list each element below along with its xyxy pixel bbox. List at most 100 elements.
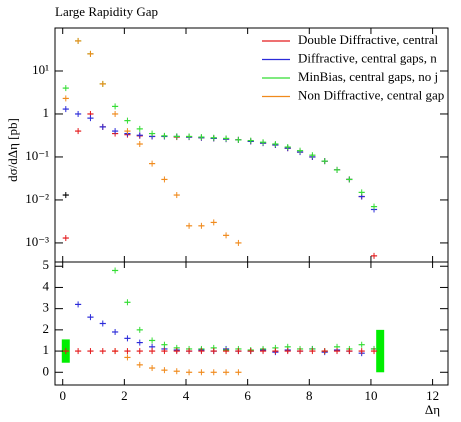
data-point <box>296 147 304 154</box>
data-point <box>272 141 279 148</box>
data-point <box>222 135 230 142</box>
data-point <box>136 348 143 355</box>
data-point <box>309 348 316 355</box>
data-point <box>136 132 143 139</box>
data-point <box>259 348 267 355</box>
data-point <box>149 160 156 167</box>
legend: Double Diffractive, central Diffractive, … <box>262 32 444 102</box>
data-point <box>173 348 180 355</box>
data-point <box>161 176 168 183</box>
x-axis-label: Δη <box>425 402 440 417</box>
data-point <box>87 115 94 122</box>
data-point <box>112 328 119 335</box>
data-point <box>112 267 119 274</box>
data-point <box>235 136 242 143</box>
data-point <box>87 348 94 355</box>
y-tick-label: 1 <box>43 105 50 120</box>
data-point <box>222 369 230 376</box>
data-point <box>284 348 291 355</box>
data-point <box>333 166 341 173</box>
data-point <box>370 348 378 355</box>
data-point <box>149 130 156 137</box>
data-point <box>75 110 82 117</box>
data-point <box>112 110 119 117</box>
data-point <box>161 132 168 139</box>
data-point <box>333 348 341 355</box>
y-tick-label: 3 <box>43 300 50 315</box>
data-point <box>112 128 119 135</box>
x-tick-label: 12 <box>426 388 439 403</box>
y-tick-label: 2 <box>43 321 50 336</box>
data-point <box>62 95 69 102</box>
data-point <box>149 337 156 344</box>
y-tick-label: 1 <box>43 342 50 357</box>
x-tick-label: 10 <box>364 388 377 403</box>
data-point <box>358 189 365 196</box>
data-point <box>124 335 131 342</box>
data-point <box>124 348 131 355</box>
x-tick-label: 0 <box>59 388 66 403</box>
data-point <box>99 348 106 355</box>
data-point <box>296 348 304 355</box>
data-point <box>99 80 106 87</box>
legend-label: MinBias, central gaps, no j <box>298 69 438 84</box>
frame <box>54 261 449 386</box>
data-point <box>136 326 143 333</box>
data-point <box>186 369 193 376</box>
legend-label: Diffractive, central gaps, n <box>298 50 437 65</box>
data-point <box>124 299 131 306</box>
x-tick-label: 4 <box>183 388 190 403</box>
data-point <box>186 222 193 229</box>
data-point <box>112 348 119 355</box>
data-point <box>198 369 205 376</box>
data-point <box>284 144 291 151</box>
chart-title: Large Rapidity Gap <box>55 4 158 19</box>
data-point <box>186 348 193 355</box>
data-point <box>136 125 143 132</box>
data-point <box>62 85 69 92</box>
data-point <box>321 348 328 355</box>
data-point <box>62 192 69 199</box>
data-point <box>309 152 316 159</box>
data-point <box>87 314 94 321</box>
data-point <box>198 348 205 355</box>
data-point <box>62 235 69 242</box>
y-tick-label: 5 <box>43 257 50 272</box>
data-point <box>210 348 217 355</box>
data-point <box>124 354 131 361</box>
data-point <box>247 348 254 355</box>
y-tick-label: 4 <box>43 278 50 293</box>
uncertainty-band <box>376 329 385 373</box>
data-point <box>235 348 242 355</box>
data-point <box>62 348 69 355</box>
legend-label: Non Diffractive, central gap <box>298 87 444 102</box>
data-point <box>210 369 217 376</box>
data-point <box>99 123 106 130</box>
data-point <box>99 320 106 327</box>
y-tick-label: 10¹ <box>32 62 49 77</box>
data-point <box>198 222 205 229</box>
data-point <box>136 141 143 148</box>
x-tick-label: 2 <box>121 388 128 403</box>
data-point <box>259 139 267 146</box>
data-point <box>75 37 82 44</box>
data-point <box>222 232 230 239</box>
data-point <box>247 137 254 144</box>
data-point <box>346 176 353 183</box>
data-point <box>173 368 180 375</box>
data-point <box>358 341 365 348</box>
data-point <box>124 128 131 135</box>
data-point <box>222 348 230 355</box>
x-tick-label: 8 <box>306 388 313 403</box>
data-point <box>198 134 205 141</box>
data-point <box>186 133 193 140</box>
data-point <box>161 348 168 355</box>
data-point <box>173 133 180 140</box>
data-point <box>112 103 119 110</box>
y-tick-label: 0 <box>43 363 50 378</box>
data-point <box>321 158 328 165</box>
data-point <box>370 203 378 210</box>
y-tick-label: 10⁻³ <box>25 234 49 249</box>
data-point <box>75 301 82 308</box>
